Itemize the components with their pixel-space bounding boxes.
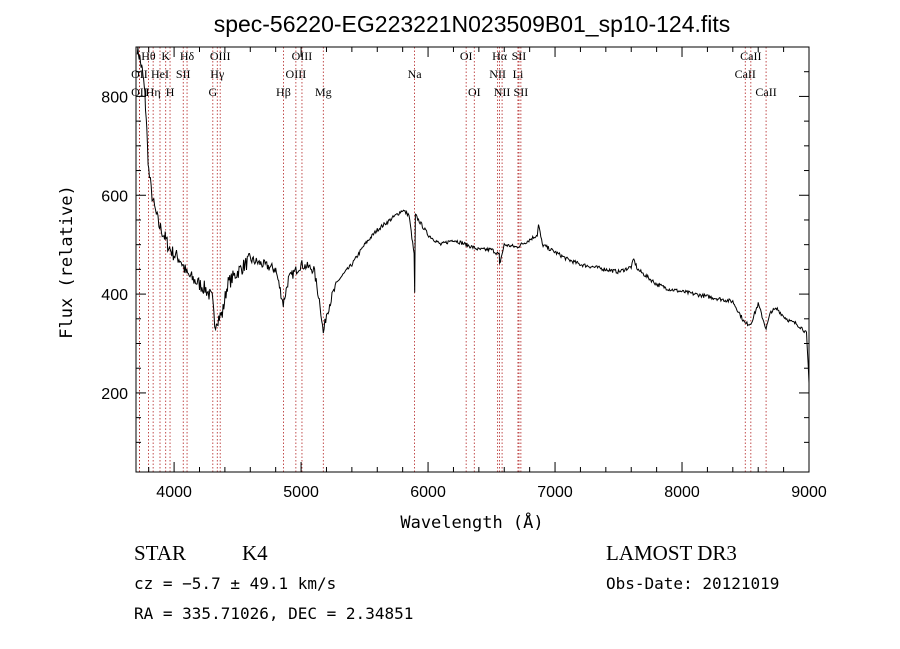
x-tick-label: 9000 — [791, 484, 827, 501]
x-axis-label: Wavelength (Å) — [400, 511, 543, 533]
spectral-line-label: CaII — [755, 85, 776, 99]
y-tick-label: 400 — [101, 287, 128, 304]
spectral-line-label: G — [208, 85, 217, 99]
spectral-line-label: Hα — [492, 49, 508, 63]
spectral-line-label: OII — [131, 67, 148, 81]
spectral-line-label: Hθ — [141, 49, 156, 63]
spectrum-line — [136, 46, 810, 384]
spectral-line-label: SII — [176, 67, 191, 81]
spectral-line-label: Hγ — [210, 67, 225, 81]
spectral-line-label: NII — [494, 85, 511, 99]
y-tick-label: 200 — [101, 386, 128, 403]
spectral-line-label: OI — [468, 85, 481, 99]
survey-name: LAMOST DR3 — [606, 541, 737, 565]
spectral-line-label: OII — [131, 85, 148, 99]
chart-title: spec-56220-EG223221N023509B01_sp10-124.f… — [214, 11, 731, 37]
spectrum-layer — [136, 46, 810, 384]
x-tick-label: 8000 — [664, 484, 700, 501]
spectral-line-label: Hη — [146, 85, 161, 99]
ra-dec: RA = 335.71026, DEC = 2.34851 — [134, 604, 413, 623]
object-class: STAR — [134, 541, 186, 565]
spectral-line-label: CaII — [740, 49, 761, 63]
plot-frame — [135, 46, 810, 473]
spectral-line-label: SII — [512, 49, 527, 63]
spectral-line-label: OI — [460, 49, 473, 63]
x-tick-label: 4000 — [156, 484, 192, 501]
y-tick-label: 600 — [101, 188, 128, 205]
spectral-line-label: H — [166, 85, 175, 99]
spectral-line-label: SII — [514, 85, 529, 99]
spectral-line-label: CaII — [735, 67, 756, 81]
spectral-line-label: K — [161, 49, 170, 63]
x-tick-label: 7000 — [537, 484, 573, 501]
spectral-line-label: HeI — [151, 67, 169, 81]
spectral-line-label: Na — [408, 67, 423, 81]
spectral-lines-layer — [139, 47, 767, 472]
x-tick-label: 6000 — [410, 484, 446, 501]
y-tick-label: 800 — [101, 89, 128, 106]
spectral-line-label: Hδ — [180, 49, 195, 63]
x-tick-label: 5000 — [283, 484, 319, 501]
obs-date: Obs-Date: 20121019 — [606, 574, 779, 593]
spectral-line-label: OIII — [210, 49, 231, 63]
y-axis-ticks: 200 400 600 800 — [101, 46, 809, 443]
spectral-line-label: Hβ — [276, 85, 291, 99]
x-axis-ticks: 4000 5000 6000 7000 8000 9000 — [148, 47, 827, 501]
spectral-line-label: Li — [513, 67, 524, 81]
y-axis-label: Flux (relative) — [57, 185, 77, 339]
spectral-line-label: OIII — [292, 49, 313, 63]
spectral-line-label: Mg — [315, 85, 332, 99]
line-labels-layer: OIIHθHηOIIHeIKHSIIHδGOIIIHγHβOIIIOIIIMgN… — [131, 49, 777, 99]
spectral-line-label: OIII — [286, 67, 307, 81]
redshift-cz: cz = −5.7 ± 49.1 km/s — [134, 574, 336, 593]
object-subclass: K4 — [242, 541, 268, 565]
spectral-line-label: NII — [489, 67, 506, 81]
